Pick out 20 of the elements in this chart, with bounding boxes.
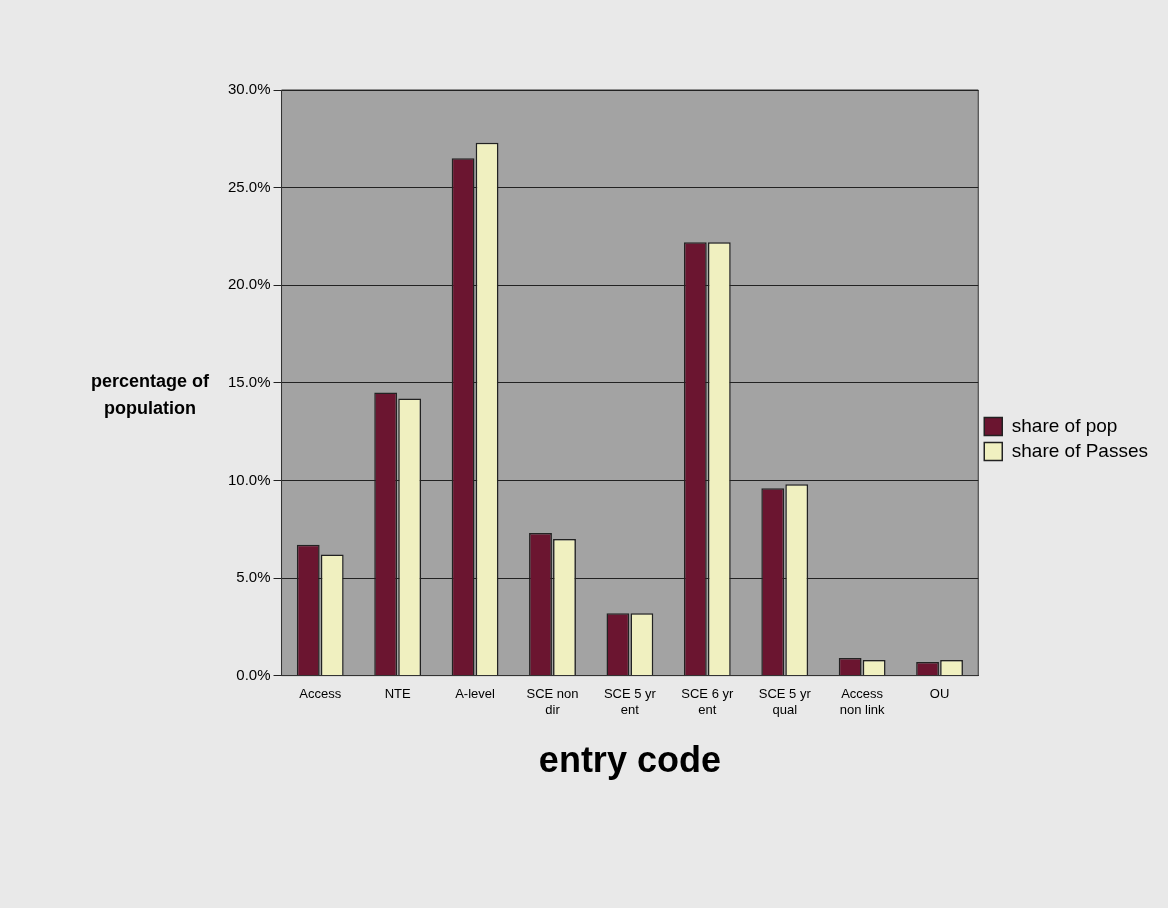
x-tick-label: NTE xyxy=(384,685,411,701)
x-tick-label: OU xyxy=(929,685,950,701)
x-tick-label: A-level xyxy=(455,685,496,701)
y-tick-label: 30.0% xyxy=(227,80,271,98)
y-tick-label: 0.0% xyxy=(236,665,271,683)
y-tick-label: 25.0% xyxy=(227,177,271,195)
x-tick-label: SCE 5 yr qual xyxy=(758,685,812,717)
y-tick-label: 5.0% xyxy=(236,568,271,586)
legend-label: share of Passes xyxy=(1011,439,1149,461)
y-tick-label: 20.0% xyxy=(227,275,271,293)
legend-label: share of pop xyxy=(1011,414,1118,436)
x-axis-title: entry code xyxy=(538,739,721,781)
x-tick-label: Access non link xyxy=(839,685,886,717)
y-tick-label: 15.0% xyxy=(227,372,271,390)
y-tick-label: 10.0% xyxy=(227,470,271,488)
x-tick-label: SCE 5 yr ent xyxy=(603,685,657,717)
x-tick-label: SCE non dir xyxy=(526,685,579,717)
x-tick-label: Access xyxy=(299,685,342,701)
x-tick-label: SCE 6 yr ent xyxy=(681,685,734,717)
y-axis-title: percentage of population xyxy=(90,370,210,420)
